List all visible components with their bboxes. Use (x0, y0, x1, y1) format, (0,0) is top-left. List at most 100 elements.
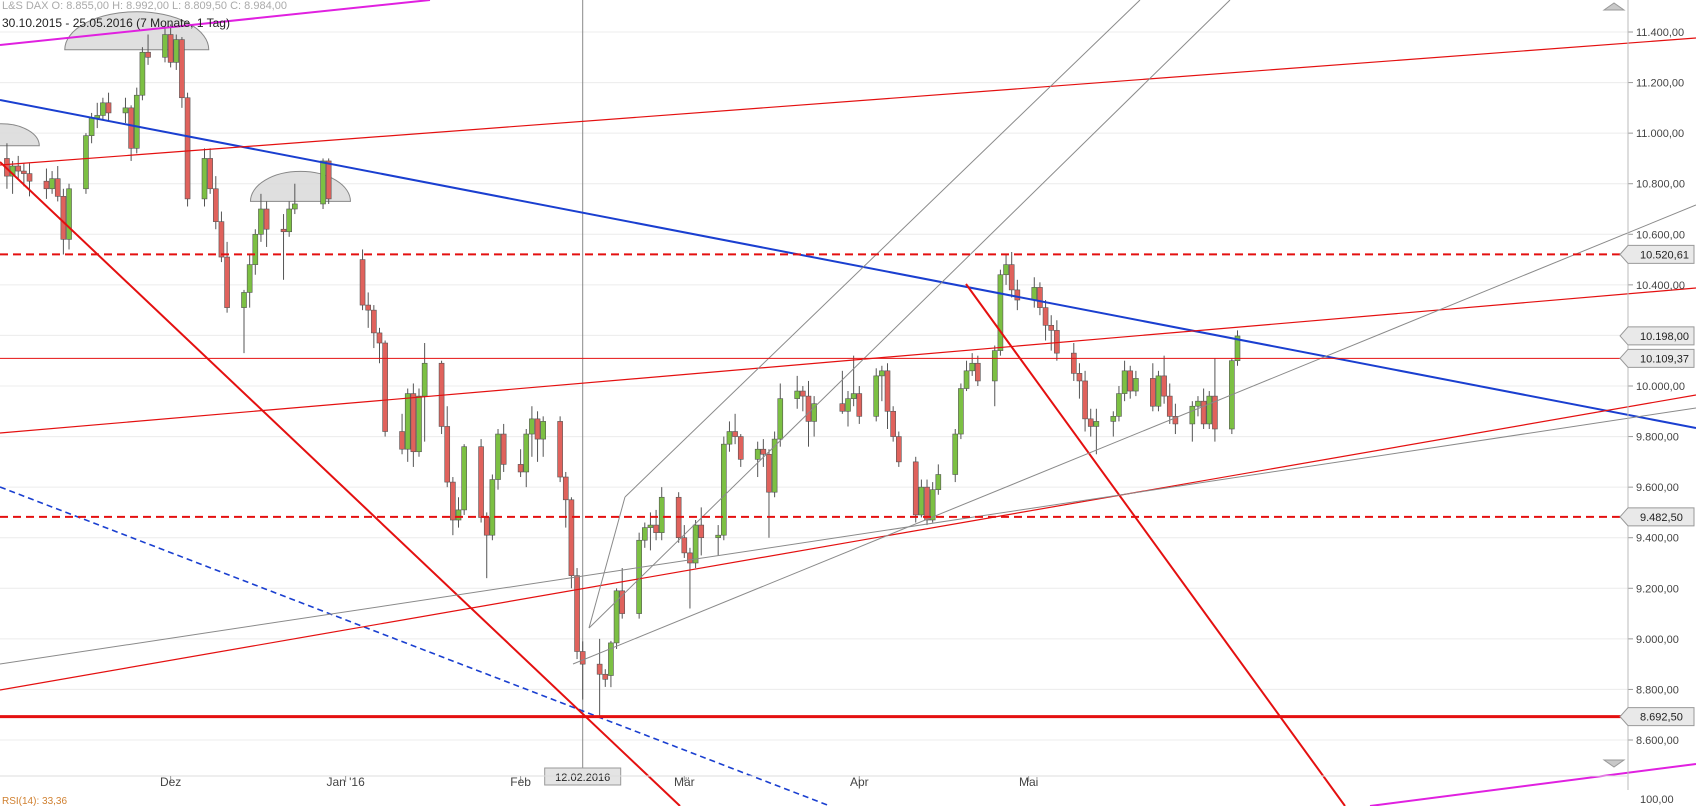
candle-down (800, 390, 806, 397)
candle-up (1195, 400, 1201, 407)
candle-up (88, 117, 95, 136)
candle-up (404, 393, 411, 450)
price-badge (1619, 507, 1695, 527)
candle-up (845, 398, 851, 412)
candle-down (1212, 395, 1218, 430)
candle-up (963, 370, 970, 389)
y-tick-label: 9.400,00 (1636, 533, 1679, 545)
candle-up (935, 474, 942, 490)
candle-up (258, 208, 264, 235)
candle-down (737, 436, 744, 460)
candle-up (1110, 416, 1117, 422)
candle-up (715, 534, 721, 539)
candle-down (1054, 330, 1060, 354)
candle-up (421, 362, 428, 397)
candle-up (811, 403, 817, 422)
candle-up (66, 188, 72, 240)
candle-down (54, 178, 61, 197)
candle-up (100, 102, 106, 116)
candle-down (399, 431, 405, 450)
candle-up (1003, 264, 1009, 276)
candle-up (929, 489, 936, 521)
candle-up (162, 34, 168, 58)
y-tick-label: 9.000,00 (1636, 634, 1679, 646)
y-tick-label: 10.600,00 (1636, 229, 1685, 241)
candle-up (997, 274, 1004, 351)
candle-down (21, 170, 27, 174)
candle-down (760, 448, 767, 455)
scroll-down-icon (1602, 759, 1626, 768)
candle-down (517, 464, 524, 473)
price-badge (1619, 244, 1695, 264)
red-channel-lower (0, 394, 1696, 691)
candle-down (557, 421, 563, 478)
candle-down (562, 476, 569, 501)
candle-up (241, 292, 247, 308)
candle-up (286, 208, 292, 233)
candle-up (1121, 370, 1128, 394)
candle-up (201, 158, 208, 200)
candle-up (246, 264, 253, 293)
gray-channel-low (588, 0, 1231, 629)
candle-up (461, 446, 467, 511)
candle-down (1087, 418, 1094, 427)
candle-up (608, 642, 614, 676)
candle-up (726, 431, 733, 445)
candle-up (139, 51, 146, 96)
candle-down (1127, 370, 1134, 392)
date-range-header: 30.10.2015 - 25.05.2016 (7 Monate, 1 Tag… (2, 16, 230, 30)
red-downtrend-major (0, 161, 681, 806)
red-downtrend-minor (965, 283, 1346, 806)
candle-up (1133, 378, 1139, 392)
candle-down (43, 180, 50, 190)
candle-down (1042, 307, 1049, 326)
grid-lines (0, 31, 1628, 741)
y-tick-label: 9.600,00 (1636, 482, 1679, 494)
candle-up (1116, 393, 1122, 417)
scroll-up-icon (1602, 2, 1626, 11)
candle-down (574, 575, 580, 652)
candle-up (83, 135, 89, 190)
x-tick-label: Dez (160, 775, 181, 789)
y-tick-label: 10.000,00 (1636, 381, 1685, 393)
candle-down (410, 393, 417, 453)
candle-down (359, 259, 366, 306)
candle-down (579, 651, 586, 665)
candle-down (890, 410, 896, 437)
candle-down (212, 188, 219, 222)
candle-up (49, 178, 55, 190)
price-badge (1619, 707, 1695, 727)
y-tick-label: 11.400,00 (1636, 27, 1684, 39)
candle-up (523, 433, 530, 473)
y-tick-label: 9.200,00 (1636, 583, 1679, 595)
candle-up (1093, 421, 1100, 427)
gray-support-line (0, 407, 1696, 665)
candle-down (1172, 416, 1179, 425)
candle-down (218, 221, 225, 258)
magenta-channel-top (0, 0, 431, 46)
candle-up (1155, 375, 1162, 407)
x-tick-label: Apr (850, 775, 869, 789)
candle-up (794, 390, 800, 399)
candle-down (478, 446, 484, 518)
y-tick-label: 11.200,00 (1636, 78, 1684, 90)
blue-downtrend (0, 99, 1696, 429)
candle-down (839, 403, 846, 412)
candle-down (500, 433, 507, 465)
price-badge-label: 10.520,61 (1640, 249, 1689, 261)
candle-down (15, 165, 22, 172)
ohlc-header: L&S DAX O: 8.855,00 H: 8.992,00 L: 8.809… (2, 0, 287, 12)
candle-up (641, 527, 648, 541)
candle-down (602, 673, 609, 680)
candle-down (924, 486, 930, 521)
candle-up (252, 233, 259, 265)
y-tick-label: 10.800,00 (1636, 179, 1685, 191)
candle-up (969, 362, 975, 372)
rsi-indicator-label: RSI(14): 33,36 (2, 796, 68, 807)
price-levels (0, 253, 1628, 719)
candle-up (489, 479, 496, 536)
candle-up (1234, 335, 1241, 362)
y-tick-label: 8.600,00 (1636, 735, 1679, 747)
